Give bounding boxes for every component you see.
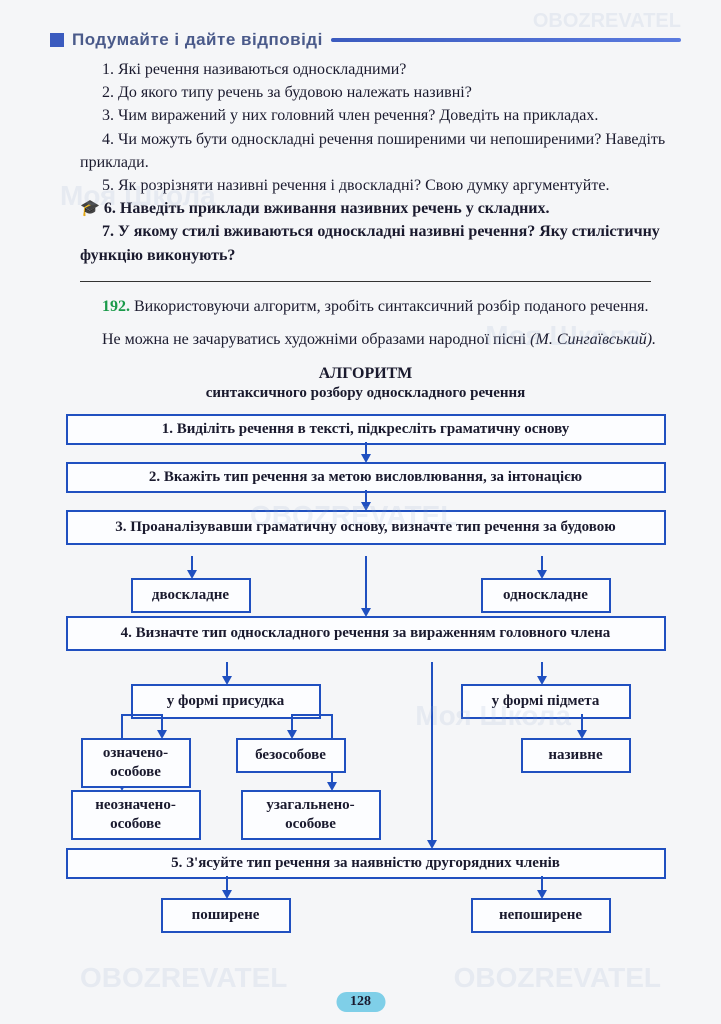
question-6: 6. Наведіть приклади вживання називних р… [104,200,550,217]
flow-type-3: називне [521,738,631,773]
exercise-text: 192. Використовуючи алгоритм, зробіть си… [80,296,681,318]
arrow [291,714,331,716]
flow-box-5: 5. З'ясуйте тип речення за наявністю дру… [66,848,666,879]
page-number: 128 [336,992,385,1012]
flow-type-1: означено-особове [81,738,191,788]
flow-type-4: неозначено-особове [71,790,201,840]
flow-box-4b: у формі підмета [461,684,631,719]
algorithm-subtitle: синтаксичного розбору односкладного рече… [50,385,681,402]
exercise-block: 192. Використовуючи алгоритм, зробіть си… [80,296,681,318]
question-2: 2. До якого типу речень за будовою належ… [80,81,681,104]
horizontal-divider [80,281,651,282]
question-4: 4. Чи можуть бути односкладні речення по… [80,128,681,174]
question-6-row: 🎓6. Наведіть приклади вживання називних … [80,197,681,220]
flow-box-2: 2. Вкажіть тип речення за метою висловлю… [66,462,666,493]
flow-type-2: безособове [236,738,346,773]
question-1: 1. Які речення називаються односкладними… [80,58,681,81]
flow-box-3a: двоскладне [131,578,251,613]
question-3: 3. Чим виражений у них головний член реч… [80,104,681,127]
flow-box-1: 1. Виділіть речення в тексті, підкресліт… [66,414,666,445]
flow-box-5b: непоширене [471,898,611,933]
author-citation: (М. Сингаївський). [530,331,656,348]
watermark: OBOZREVATEL [80,962,287,994]
algorithm-title: АЛГОРИТМ [50,365,681,383]
square-bullet-icon [50,33,64,47]
question-7: 7. У якому стилі вживаються односкладні … [80,220,681,266]
flow-box-3: 3. Проаналізувавши граматичну основу, ви… [66,510,666,545]
flow-box-4: 4. Визначте тип односкладного речення за… [66,616,666,651]
flow-box-5a: поширене [161,898,291,933]
flowchart: 1. Виділіть речення в тексті, підкресліт… [51,414,681,934]
question-list: 1. Які речення називаються односкладними… [80,58,681,267]
question-5: 5. Як розрізняти називні речення і двоск… [80,174,681,197]
flow-box-3b: односкладне [481,578,611,613]
graduation-cap-icon: 🎓 [80,197,100,220]
arrow [431,662,433,842]
section-header: Подумайте і дайте відповіді [50,30,681,50]
example-sentence: Не можна не зачаруватись художніми образ… [80,328,681,351]
arrow [365,556,367,596]
header-title: Подумайте і дайте відповіді [72,30,323,50]
watermark: OBOZREVATEL [454,962,661,994]
header-underline [331,38,681,42]
flow-type-5: узагальнено-особове [241,790,381,840]
arrow [121,714,161,716]
exercise-number: 192. [102,298,130,315]
